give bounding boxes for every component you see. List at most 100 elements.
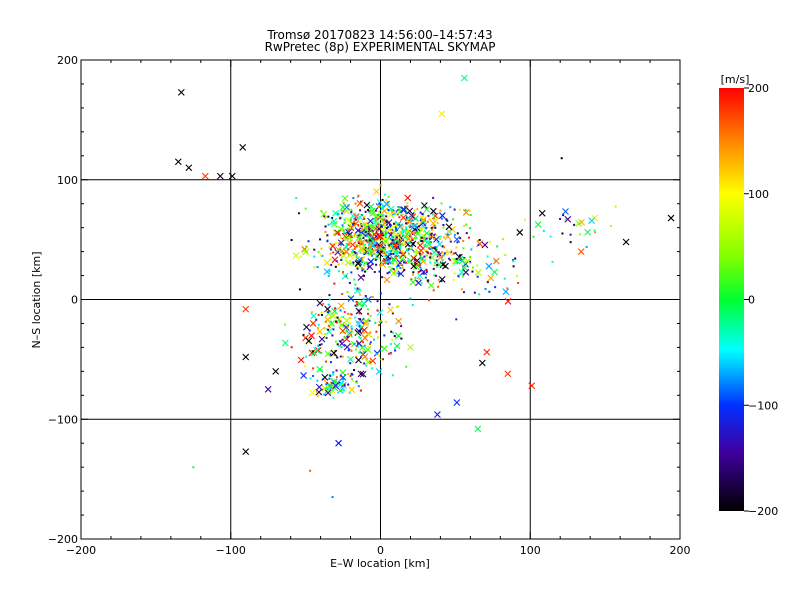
data-point-dot [380,226,383,229]
data-point-dot [351,223,354,226]
data-point-dot [357,240,360,243]
data-point-dot [409,297,412,300]
data-point-dot [437,278,440,281]
data-point-dot [516,274,519,277]
data-point-dot [449,206,452,209]
data-point-dot [387,246,390,249]
data-point-x [373,188,380,195]
data-point-dot [345,232,348,235]
data-point-dot [384,226,387,229]
data-point-dot [350,327,353,330]
data-point-dot [387,195,390,198]
data-point-dot [429,261,432,264]
colorbar-ticks: 200 100 0 −100 −200 [744,82,778,518]
data-point-dot [437,285,440,288]
data-point-x [487,274,495,282]
data-point-x [355,307,363,315]
data-point-dot [436,263,439,266]
data-point-dot [375,330,378,333]
data-point-dot [503,277,506,280]
data-point-dot [469,213,472,216]
data-point-dot [456,241,459,244]
data-point-x [502,288,510,296]
data-point-dot [386,260,389,263]
data-point-dot [380,320,383,323]
data-point-dot [433,218,436,221]
data-point-dot [476,275,479,278]
data-point-dot [406,205,409,208]
data-point-dot [358,230,361,233]
data-point-dot [384,253,387,256]
data-point-dot [430,246,433,249]
data-point-x [201,172,209,180]
data-point-dot [405,212,408,215]
data-point-x [399,206,407,214]
y-tick-label: −200 [48,533,78,546]
data-point-dot [418,264,421,267]
data-point-dot [421,226,424,229]
data-point-x [383,276,391,284]
data-point-dot [373,244,376,247]
data-point-dot [397,264,400,267]
data-point-dot [385,220,388,223]
data-point-x [405,214,412,222]
data-point-dot [357,342,360,345]
data-point-dot [385,230,388,233]
data-point-dot [386,251,389,254]
data-point-x [343,343,351,351]
data-point-dot [429,252,432,255]
data-point-x [361,220,369,228]
data-point-dot [392,230,395,233]
data-point-x [417,247,425,254]
data-point-dot [564,218,567,221]
data-point-dot [420,282,423,285]
data-point-dot [594,231,597,234]
data-point-x [352,220,360,228]
data-point-dot [327,223,330,226]
data-point-dot [434,261,437,264]
data-point-dot [398,272,401,275]
data-point-dot [397,305,400,308]
data-point-x [357,370,365,378]
data-point-dot [422,272,425,275]
data-point-dot [349,218,352,221]
data-point-dot [411,273,414,276]
data-point-dot [375,353,378,356]
data-point-dot [320,247,323,250]
data-point-dot [378,248,381,251]
data-point-dot [435,249,438,252]
data-point-dot [469,260,472,263]
data-point-dot [435,234,438,237]
data-point-dot [353,251,356,254]
data-point-dot [363,252,366,255]
data-point-dot [339,309,342,312]
data-point-dot [298,288,301,291]
data-point-dot [406,202,409,205]
data-point-dot [370,253,373,256]
data-point-x [444,233,452,240]
data-point-dot [464,260,467,263]
data-point-dot [433,264,436,267]
data-point-dot [352,249,355,252]
data-point-dot [353,247,356,250]
data-point-dot [329,374,332,377]
data-point-dot [458,208,461,211]
data-point-dot [308,329,311,332]
data-point-dot [352,263,355,266]
data-point-dot [373,338,376,341]
data-point-x [416,241,424,249]
data-point-dot [415,236,418,239]
data-point-dot [338,381,341,384]
data-point-x [483,348,491,356]
data-point-dot [362,247,365,250]
data-point-dot [416,208,419,211]
data-point-x [462,268,470,276]
data-point-dot [471,270,474,273]
data-point-dot [339,254,342,257]
data-point-dot [393,222,396,225]
data-point-dot [406,221,409,224]
data-point-dot [366,223,369,226]
data-point-dot [440,202,443,205]
grid-lines [81,60,680,539]
data-point-dot [349,262,352,265]
